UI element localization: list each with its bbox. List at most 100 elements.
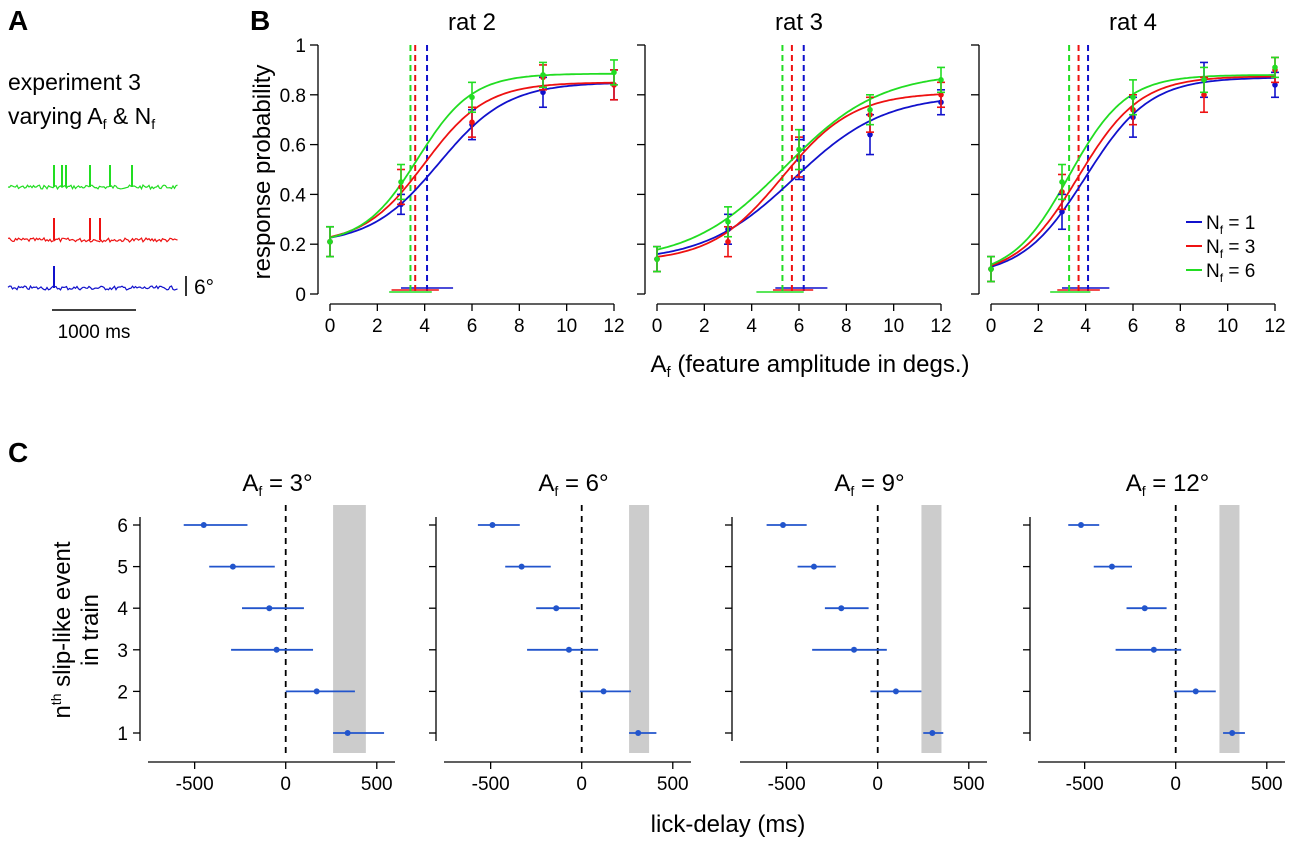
c-subplot-4: -500 0 500 Af = 12° xyxy=(1023,470,1285,795)
b-x-tick-label: 0 xyxy=(986,316,997,337)
b-data-point xyxy=(1059,179,1065,185)
b-legend-prefix: N xyxy=(1206,213,1220,234)
b-data-point xyxy=(938,92,944,98)
panel-b-label: B xyxy=(250,5,270,36)
b-data-point xyxy=(1272,82,1278,88)
c-shade-region xyxy=(629,505,650,753)
b-data-point xyxy=(469,94,475,101)
b-subplot-title: rat 2 xyxy=(448,9,496,36)
b-y-tick-label: 0.6 xyxy=(280,136,306,157)
b-legend-rest: = 1 xyxy=(1223,213,1255,234)
b-data-point xyxy=(867,131,873,138)
time-scale-label: 1000 ms xyxy=(58,322,131,343)
c-x-tick-label: -500 xyxy=(176,774,214,795)
c-data-point xyxy=(313,688,320,695)
trace-3 xyxy=(7,284,178,291)
b-y-tick-label: 0.2 xyxy=(280,235,306,256)
b-data-point xyxy=(398,179,404,185)
c-subplot-title: Af = 9° xyxy=(834,470,904,499)
b-x-tick-label: 8 xyxy=(514,316,525,337)
panel-a-label: A xyxy=(8,5,28,36)
c-shade-region xyxy=(921,505,942,753)
c-y-tick-label: 3 xyxy=(117,641,128,662)
c-data-point xyxy=(565,646,572,653)
b-legend-rest: = 3 xyxy=(1223,237,1255,258)
c-data-point xyxy=(200,522,207,528)
trace-2 xyxy=(7,236,178,244)
b-x-tick-label: 2 xyxy=(1033,316,1044,337)
c-x-tick-label: 500 xyxy=(1251,774,1283,795)
c-title-sub: f xyxy=(850,483,854,499)
b-y-tick-label: 1 xyxy=(295,36,306,57)
c-y-tick-label: 1 xyxy=(117,724,128,745)
panel-a-traces xyxy=(7,165,178,291)
b-y-tick-label: 0.4 xyxy=(280,185,307,206)
b-legend-sub: f xyxy=(1220,247,1224,261)
b-data-point xyxy=(654,256,660,262)
c-x-tick-label: 500 xyxy=(657,774,689,795)
b-x-tick-label: 6 xyxy=(1128,316,1139,337)
c-data-point xyxy=(553,605,560,612)
b-data-point xyxy=(938,77,944,83)
c-x-tick-label: 0 xyxy=(1170,774,1181,795)
b-data-point xyxy=(540,89,546,96)
amp-scale-label: 6° xyxy=(194,276,214,299)
b-y-tick-label: 0.8 xyxy=(280,86,306,107)
b-x-tick-label: 10 xyxy=(556,316,577,337)
c-subplot-title: Af = 6° xyxy=(538,470,608,499)
c-title-prefix: A xyxy=(538,470,554,497)
c-xlabel: lick-delay (ms) xyxy=(651,811,806,838)
c-data-point xyxy=(851,646,858,653)
b-x-tick-label: 12 xyxy=(603,316,624,337)
c-x-tick-label: 500 xyxy=(361,774,393,795)
b-data-point xyxy=(327,238,333,245)
b-x-tick-label: 12 xyxy=(1264,316,1285,337)
b-x-tick-label: 10 xyxy=(1217,316,1238,337)
b-x-tick-label: 10 xyxy=(883,316,904,337)
b-legend-prefix: N xyxy=(1206,237,1220,258)
c-title-sub: f xyxy=(258,483,262,499)
b-subplot-3: 0 2 4 6 8 10 12 rat 4 xyxy=(971,9,1286,337)
b-data-point xyxy=(611,69,617,76)
b-subplot-title: rat 3 xyxy=(775,9,823,36)
b-x-tick-label: 6 xyxy=(794,316,805,337)
c-data-point xyxy=(838,605,845,612)
c-y-tick-label: 6 xyxy=(117,516,128,537)
b-data-point xyxy=(540,72,546,78)
c-y-tick-label: 4 xyxy=(117,599,128,620)
trace-1 xyxy=(7,183,178,191)
b-subplot-title: rat 4 xyxy=(1109,9,1157,36)
b-x-tick-label: 0 xyxy=(325,316,336,337)
b-subplot-2: 0 2 4 6 8 10 12 rat 3 xyxy=(637,9,952,337)
c-shade-region xyxy=(333,505,366,753)
c-data-point xyxy=(600,688,607,695)
c-x-tick-label: 500 xyxy=(953,774,985,795)
c-data-point xyxy=(780,522,786,528)
c-data-point xyxy=(1108,563,1115,570)
c-data-point xyxy=(1078,522,1084,528)
c-subplot-1: 1 2 3 4 5 6 -500 0 500 Af = 3° xyxy=(117,470,395,795)
b-legend-rest: = 6 xyxy=(1223,261,1255,282)
b-x-tick-label: 6 xyxy=(467,316,478,337)
b-data-point xyxy=(988,266,994,272)
b-ylabel: response probability xyxy=(249,65,276,280)
c-x-tick-label: -500 xyxy=(1066,774,1104,795)
b-legend-sub: f xyxy=(1220,271,1224,285)
c-data-point xyxy=(929,730,936,736)
c-data-point xyxy=(1192,688,1199,695)
c-subplot-title: Af = 3° xyxy=(242,470,312,499)
c-x-tick-label: 0 xyxy=(280,774,291,795)
b-legend-label: Nf = 3 xyxy=(1206,237,1255,261)
c-title-prefix: A xyxy=(834,470,850,497)
c-title-sub: f xyxy=(1142,483,1146,499)
c-x-tick-label: 0 xyxy=(576,774,587,795)
c-title-rest: = 9° xyxy=(854,470,904,497)
b-data-point xyxy=(1201,77,1207,83)
b-x-tick-label: 8 xyxy=(841,316,852,337)
b-x-tick-label: 2 xyxy=(372,316,383,337)
c-x-tick-label: -500 xyxy=(768,774,806,795)
c-y-tick-label: 2 xyxy=(117,682,128,703)
